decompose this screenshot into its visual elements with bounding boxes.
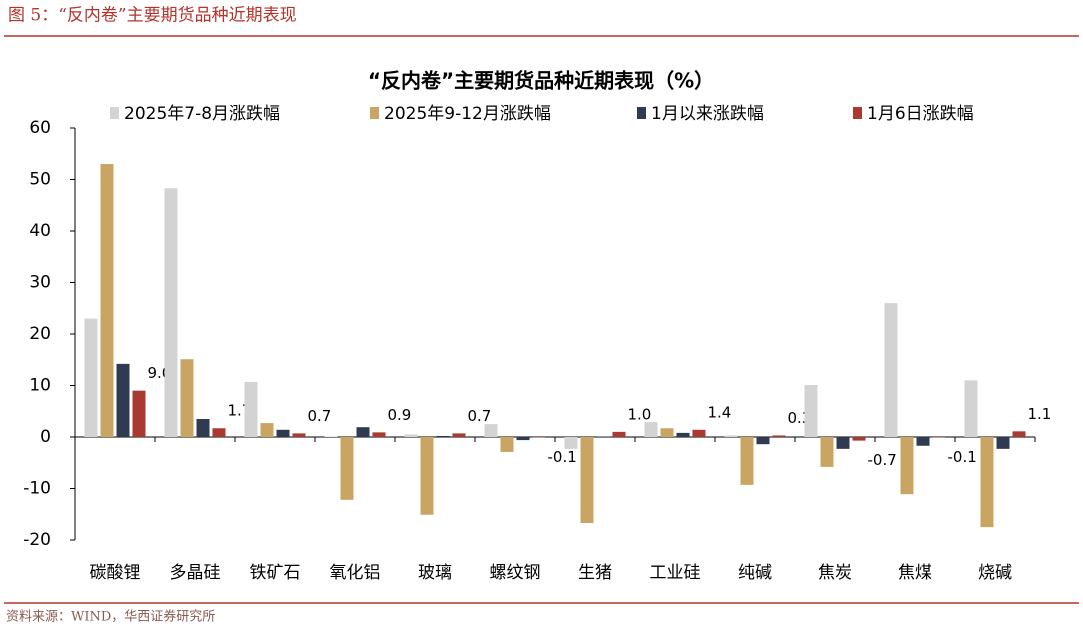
x-tick-label: 氧化铝 bbox=[330, 563, 381, 583]
bar bbox=[292, 433, 306, 437]
chart-title: “反内卷”主要期货品种近期表现（%） bbox=[368, 69, 714, 93]
bar bbox=[100, 164, 114, 438]
x-tick-label: 焦煤 bbox=[898, 563, 932, 583]
bar bbox=[676, 432, 690, 437]
bar bbox=[196, 418, 210, 437]
legend-swatch bbox=[637, 107, 646, 119]
data-label: 1.1 bbox=[1028, 405, 1052, 423]
legend-label: 2025年7-8月涨跌幅 bbox=[124, 104, 280, 124]
bar bbox=[436, 435, 450, 437]
bar bbox=[996, 437, 1010, 449]
bar bbox=[852, 437, 866, 441]
y-tick-label: 40 bbox=[29, 221, 51, 241]
x-tick-label: 焦炭 bbox=[818, 563, 852, 583]
x-tick-label: 玻璃 bbox=[418, 563, 452, 583]
data-label: 1.0 bbox=[628, 405, 652, 423]
x-tick-label: 碳酸锂 bbox=[90, 563, 141, 583]
y-tick-label: -10 bbox=[23, 479, 51, 499]
legend-swatch bbox=[370, 107, 379, 119]
header-title: 图 5：“反内卷”主要期货品种近期表现 bbox=[8, 6, 297, 26]
bar bbox=[804, 384, 818, 437]
bar bbox=[724, 435, 738, 437]
bar bbox=[756, 437, 770, 445]
legend-swatch bbox=[853, 107, 862, 119]
bar bbox=[692, 429, 706, 437]
legend-label: 2025年9-12月涨跌幅 bbox=[384, 104, 551, 124]
x-tick-label: 烧碱 bbox=[978, 563, 1012, 583]
bar bbox=[884, 303, 898, 437]
bar bbox=[212, 428, 226, 437]
bar bbox=[244, 381, 258, 437]
bar bbox=[132, 390, 146, 437]
legend-label: 1月以来涨跌幅 bbox=[651, 104, 764, 124]
source: 资料来源：WIND，华西证券研究所 bbox=[6, 609, 215, 625]
y-tick-label: 50 bbox=[29, 170, 51, 190]
bar bbox=[980, 437, 994, 528]
y-tick-label: 60 bbox=[29, 118, 51, 138]
bar bbox=[372, 432, 386, 437]
bar bbox=[596, 436, 610, 437]
bar bbox=[180, 359, 194, 437]
bar bbox=[356, 427, 370, 437]
bar bbox=[340, 437, 354, 500]
x-tick-label: 纯碱 bbox=[738, 563, 772, 583]
bar bbox=[276, 429, 290, 437]
data-label: 1.4 bbox=[708, 403, 732, 421]
bar bbox=[964, 380, 978, 437]
data-label: 0.7 bbox=[308, 407, 332, 425]
x-tick-label: 生猪 bbox=[578, 563, 612, 583]
y-tick-label: 10 bbox=[29, 376, 51, 396]
x-tick-label: 螺纹钢 bbox=[490, 563, 541, 583]
bar bbox=[836, 437, 850, 449]
bar bbox=[660, 428, 674, 437]
bar bbox=[84, 318, 98, 437]
bar bbox=[420, 437, 434, 515]
y-tick-label: 30 bbox=[29, 273, 51, 293]
bar bbox=[900, 437, 914, 495]
bar bbox=[1012, 431, 1026, 437]
legend-label: 1月6日涨跌幅 bbox=[867, 104, 974, 124]
bar bbox=[564, 437, 578, 449]
bar bbox=[612, 431, 626, 437]
data-label: 0.7 bbox=[468, 407, 492, 425]
legend-swatch bbox=[110, 107, 119, 119]
x-tick-label: 铁矿石 bbox=[250, 563, 301, 583]
bar bbox=[772, 435, 786, 437]
bar bbox=[932, 437, 946, 438]
bar bbox=[820, 437, 834, 467]
x-tick-label: 多晶硅 bbox=[170, 563, 221, 583]
bar bbox=[452, 433, 466, 437]
data-label: 0.9 bbox=[388, 406, 412, 424]
y-tick-label: 20 bbox=[29, 324, 51, 344]
bar bbox=[644, 422, 658, 437]
bar bbox=[516, 437, 530, 441]
bar bbox=[500, 437, 514, 452]
data-label: -0.1 bbox=[948, 448, 977, 466]
x-tick-label: 工业硅 bbox=[650, 563, 701, 583]
bar bbox=[116, 363, 130, 437]
data-label: -0.7 bbox=[868, 451, 897, 469]
bar bbox=[916, 437, 930, 446]
bar bbox=[740, 437, 754, 485]
bar bbox=[580, 437, 594, 524]
data-label: -0.1 bbox=[548, 448, 577, 466]
bar bbox=[164, 188, 178, 437]
y-tick-label: -20 bbox=[23, 530, 51, 550]
y-tick-label: 0 bbox=[40, 427, 51, 447]
bar bbox=[260, 423, 274, 437]
bar bbox=[404, 434, 418, 437]
bar bbox=[532, 437, 546, 438]
bar bbox=[324, 436, 338, 437]
bar bbox=[484, 424, 498, 437]
